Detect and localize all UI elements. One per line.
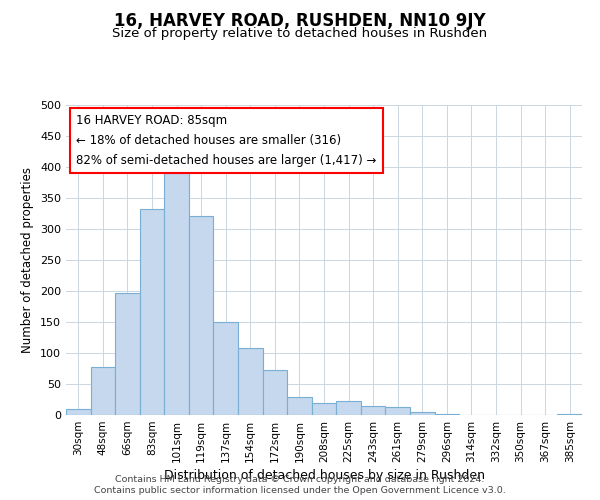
Bar — [385, 407, 410, 415]
Bar — [312, 402, 336, 415]
X-axis label: Distribution of detached houses by size in Rushden: Distribution of detached houses by size … — [163, 469, 485, 482]
Text: 16 HARVEY ROAD: 85sqm
← 18% of detached houses are smaller (316)
82% of semi-det: 16 HARVEY ROAD: 85sqm ← 18% of detached … — [76, 114, 377, 168]
Bar — [263, 370, 287, 415]
Bar — [189, 216, 214, 415]
Bar — [238, 348, 263, 415]
Text: Size of property relative to detached houses in Rushden: Size of property relative to detached ho… — [112, 28, 488, 40]
Bar — [91, 366, 115, 415]
Bar — [434, 414, 459, 415]
Bar — [214, 322, 238, 415]
Text: Contains HM Land Registry data © Crown copyright and database right 2024.: Contains HM Land Registry data © Crown c… — [115, 475, 485, 484]
Bar — [410, 412, 434, 415]
Bar — [66, 409, 91, 415]
Bar — [361, 406, 385, 415]
Bar — [336, 400, 361, 415]
Bar — [557, 414, 582, 415]
Bar — [164, 173, 189, 415]
Bar — [140, 208, 164, 415]
Bar — [287, 397, 312, 415]
Text: Contains public sector information licensed under the Open Government Licence v3: Contains public sector information licen… — [94, 486, 506, 495]
Text: 16, HARVEY ROAD, RUSHDEN, NN10 9JY: 16, HARVEY ROAD, RUSHDEN, NN10 9JY — [114, 12, 486, 30]
Bar — [115, 294, 140, 415]
Y-axis label: Number of detached properties: Number of detached properties — [22, 167, 34, 353]
